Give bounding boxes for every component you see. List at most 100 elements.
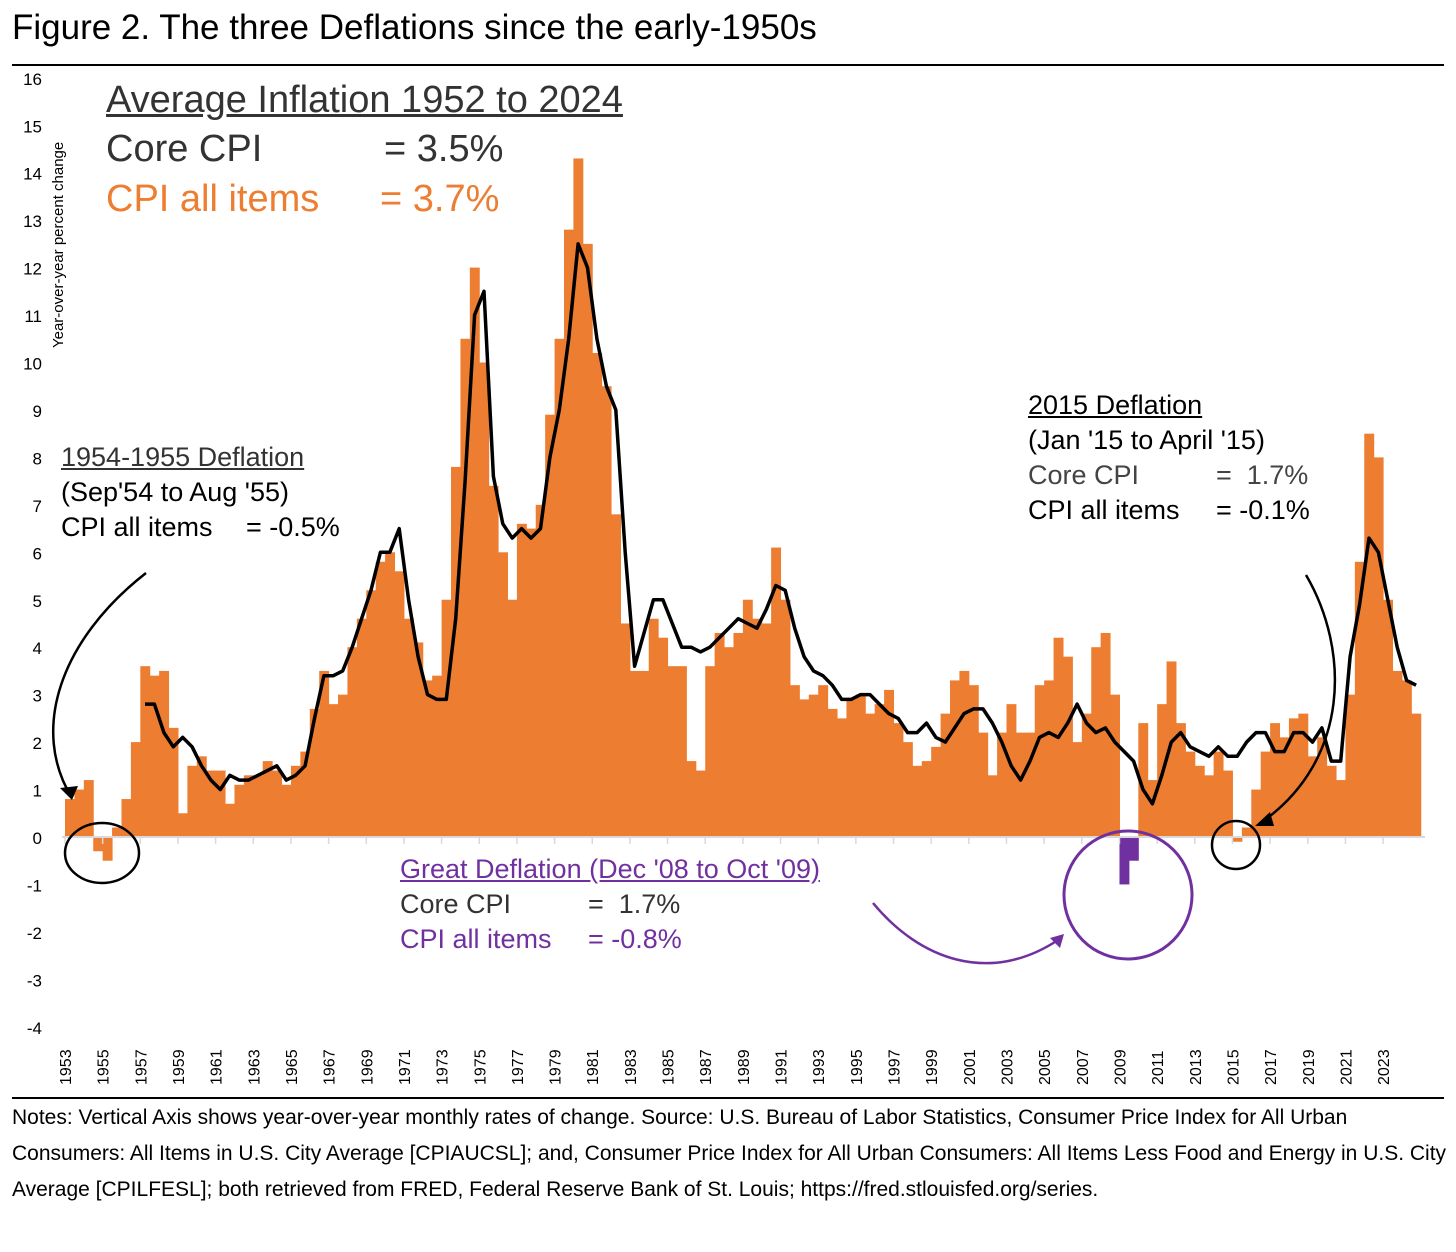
- cpi-bar: [874, 704, 885, 837]
- deflation-1954-all-value: = -0.5%: [246, 512, 340, 543]
- y-axis-label: Year-over-year percent change: [50, 141, 67, 348]
- arrow-1954: [51, 572, 147, 799]
- bottom-rule: [12, 1097, 1444, 1099]
- average-inflation-box: Average Inflation 1952 to 2024 Core CPI = …: [106, 76, 623, 224]
- cpi-bar: [206, 770, 217, 837]
- cpi-bar: [112, 827, 122, 837]
- cpi-bar: [789, 685, 800, 837]
- cpi-bar: [1175, 723, 1186, 837]
- cpi-bar: [196, 756, 207, 837]
- cpi-bar: [1213, 751, 1224, 837]
- core-value: = 3.5%: [384, 128, 504, 171]
- cpi-bar: [149, 675, 160, 837]
- cpi-bar: [987, 775, 998, 837]
- x-tick-label: 1999: [924, 1049, 941, 1085]
- cpi-bar: [912, 765, 923, 837]
- cpi-bar: [1034, 685, 1045, 837]
- x-tick-label: 1975: [472, 1049, 489, 1085]
- cpi-bar: [1185, 751, 1196, 837]
- cpi-bar: [319, 670, 330, 837]
- cpi-bar: [1015, 732, 1026, 837]
- x-tick-label: 2001: [962, 1049, 979, 1085]
- deflation-2015-core-label: Core CPI: [1028, 460, 1140, 491]
- cpi-bar: [611, 514, 621, 837]
- y-tick-label: 12: [23, 260, 42, 279]
- cpi-bar: [441, 599, 452, 837]
- cpi-bar: [1138, 723, 1149, 837]
- x-tick-label: 1979: [548, 1049, 565, 1085]
- cpi-bar: [1392, 670, 1403, 837]
- deflation-2015-all-value: = -0.1%: [1216, 495, 1310, 526]
- y-tick-label: 2: [33, 734, 42, 753]
- cpi-bar: [498, 552, 509, 837]
- cpi-bar: [1279, 737, 1290, 837]
- cpi-bar: [818, 685, 829, 837]
- cpi-bar: [328, 704, 339, 837]
- cpi-bar: [262, 761, 273, 837]
- cpi-bar: [93, 837, 104, 852]
- cpi-bar: [865, 713, 876, 837]
- cpi-bar: [168, 727, 179, 837]
- cpi-bar: [422, 680, 433, 837]
- cpi-bar: [385, 552, 396, 837]
- circle-2015-deflation: [1210, 819, 1262, 871]
- great-deflation-core-label: Core CPI: [400, 889, 512, 920]
- cpi-bar: [281, 784, 292, 837]
- cpi-bar: [1383, 599, 1394, 837]
- x-tick-label: 2019: [1301, 1049, 1318, 1085]
- cpi-bar: [648, 618, 659, 837]
- cpi-bar: [582, 243, 593, 837]
- core-label: Core CPI: [106, 128, 263, 171]
- cpi-bar: [83, 780, 94, 837]
- cpi-bar: [658, 637, 669, 837]
- cpi-bar: [629, 670, 640, 837]
- arrow-great-deflation: [872, 902, 1059, 965]
- cpi-bar: [771, 547, 782, 837]
- y-tick-label: 5: [33, 592, 42, 611]
- cpi-bar: [893, 723, 904, 837]
- cpi-bar: [488, 485, 499, 837]
- cpi-bar: [1251, 789, 1262, 837]
- cpi-bar: [215, 770, 226, 837]
- cpi-bar: [1411, 713, 1422, 837]
- cpi-bar: [959, 670, 970, 837]
- cpi-bar: [837, 718, 847, 837]
- y-tick-label: 16: [23, 70, 42, 89]
- x-tick-label: 1981: [585, 1049, 602, 1085]
- cpi-bar: [686, 761, 697, 837]
- x-tick-label: 2005: [1037, 1049, 1054, 1085]
- cpi-bar: [1373, 457, 1384, 837]
- cpi-bar: [366, 590, 377, 837]
- cpi-bar: [516, 523, 527, 837]
- notes: Notes: Vertical Axis shows year-over-yea…: [12, 1106, 1447, 1202]
- x-tick-label: 1991: [774, 1049, 791, 1085]
- cpi-bar: [1025, 732, 1036, 837]
- cpi-bar: [563, 229, 574, 837]
- cpi-bar: [535, 504, 546, 837]
- cpi-bar: [187, 765, 198, 837]
- cpi-bar: [102, 837, 113, 861]
- circle-1954-deflation: [63, 821, 141, 885]
- cpi-bar: [1401, 680, 1412, 837]
- cpi-bar: [1241, 827, 1252, 837]
- cpi-bar: [130, 742, 141, 837]
- x-tick-label: 2017: [1263, 1049, 1280, 1085]
- x-tick-label: 1983: [623, 1049, 640, 1085]
- arrowhead-1954: [60, 786, 78, 800]
- y-tick-label: 1: [33, 782, 42, 801]
- x-tick-label: 1965: [284, 1049, 301, 1085]
- y-tick-label: 7: [33, 497, 42, 516]
- cpi-bar: [1298, 713, 1309, 837]
- cpi-bar: [940, 713, 951, 837]
- x-tick-label: 2021: [1338, 1049, 1355, 1085]
- x-tick-label: 1959: [171, 1049, 188, 1085]
- deflation-2015-box: 2015 Deflation (Jan '15 to April '15) Core…: [1028, 388, 1310, 528]
- great-deflation-all-label: CPI all items: [400, 924, 552, 955]
- y-tick-label: 10: [23, 355, 42, 374]
- cpi-bar: [620, 623, 631, 837]
- deflation-2015-core-value: = 1.7%: [1216, 460, 1309, 491]
- cpi-bar: [855, 694, 866, 837]
